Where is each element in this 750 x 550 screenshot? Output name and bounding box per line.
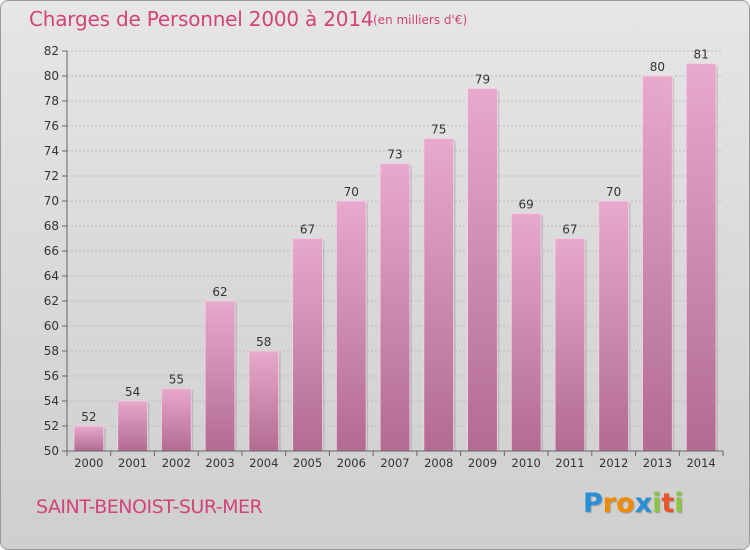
x-tick-label: 2003: [205, 456, 234, 470]
logo-letter: x: [634, 488, 653, 519]
y-tick-label: 62: [44, 294, 59, 308]
bar: [117, 400, 148, 452]
bar-value-label: 54: [125, 385, 140, 399]
bar: [73, 425, 105, 452]
bar-value-label: 67: [300, 223, 315, 237]
bar-value-label: 75: [431, 123, 446, 137]
x-tick-label: 2008: [424, 456, 453, 470]
x-tick-label: 2004: [249, 456, 278, 470]
data-labels: 52 54 55 62 58 67 70 73 75 79 69 67 70 80 81: [81, 48, 709, 425]
bar: [642, 75, 673, 452]
x-axis: 2000 2001 2002 2003 2004 2005 2006 2007 2008 2009…: [66, 450, 724, 470]
bar-value-label: 58: [256, 335, 271, 349]
bar-value-label: 79: [475, 73, 490, 87]
y-tick-label: 76: [44, 119, 59, 133]
bar-value-label: 55: [169, 373, 184, 387]
bar-value-label: 69: [519, 198, 534, 212]
bar-value-label: 73: [387, 148, 402, 162]
x-tick-label: 2014: [686, 456, 715, 470]
x-tick-label: 2010: [512, 456, 541, 470]
x-tick-label: 2000: [74, 456, 103, 470]
y-tick-label: 52: [44, 419, 59, 433]
x-tick-label: 2013: [643, 456, 672, 470]
logo-letter: t: [661, 488, 675, 519]
bar: [379, 163, 411, 452]
logo-letter: i: [652, 488, 662, 519]
bar-value-label: 80: [650, 60, 665, 74]
logo-letter: o: [616, 488, 635, 519]
bar: [161, 388, 192, 452]
x-tick-label: 2011: [555, 456, 584, 470]
y-axis: 50 52 54 56 58 60 62 64 66 68 70 72 74 76 78 80 82: [44, 44, 68, 458]
bar: [248, 350, 280, 452]
x-tick-label: 2007: [380, 456, 409, 470]
logo-letter: r: [602, 488, 617, 519]
bar: [598, 200, 629, 452]
city-name: SAINT-BENOIST-SUR-MER: [36, 496, 263, 518]
bar-value-label: 67: [562, 223, 577, 237]
y-tick-label: 82: [44, 44, 59, 58]
y-tick-label: 74: [44, 144, 59, 158]
bar: [423, 138, 455, 452]
y-tick-label: 70: [44, 194, 59, 208]
logo-letter: i: [674, 488, 684, 519]
x-tick-label: 2002: [162, 456, 191, 470]
bar: [467, 88, 498, 452]
bar: [335, 200, 367, 452]
x-tick-label: 2006: [337, 456, 366, 470]
x-tick-label: 2009: [468, 456, 497, 470]
bar-value-label: 70: [344, 185, 359, 199]
bar: [554, 238, 586, 452]
bar: [292, 238, 323, 452]
bar-value-label: 70: [606, 185, 621, 199]
proxiti-logo[interactable]: Proxiti: [583, 488, 684, 519]
y-tick-label: 78: [44, 94, 59, 108]
bar-value-label: 52: [81, 410, 96, 424]
y-tick-label: 64: [44, 269, 59, 283]
y-tick-label: 66: [44, 244, 59, 258]
y-tick-label: 54: [44, 394, 59, 408]
chart-title: Charges de Personnel 2000 à 2014: [29, 7, 374, 31]
y-tick-label: 68: [44, 219, 59, 233]
y-tick-label: 72: [44, 169, 59, 183]
y-tick-label: 80: [44, 69, 59, 83]
y-tick-label: 56: [44, 369, 59, 383]
bar: [204, 300, 236, 452]
chart-unit-note: (en milliers d'€): [373, 13, 468, 27]
bar: [510, 213, 542, 452]
logo-letter: P: [583, 488, 603, 519]
y-tick-label: 50: [44, 444, 59, 458]
x-tick-label: 2012: [599, 456, 628, 470]
bars: [73, 63, 719, 452]
y-tick-label: 60: [44, 319, 59, 333]
x-tick-label: 2005: [293, 456, 322, 470]
x-tick-label: 2001: [118, 456, 147, 470]
bar-value-label: 81: [693, 48, 708, 62]
bar: [685, 63, 717, 452]
bar-value-label: 62: [212, 285, 227, 299]
y-tick-label: 58: [44, 344, 59, 358]
